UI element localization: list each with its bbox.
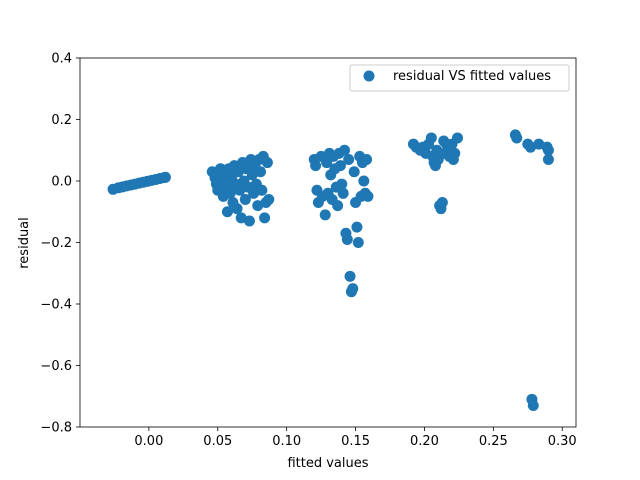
data-point bbox=[511, 132, 523, 144]
y-tick-label: −0.8 bbox=[40, 421, 72, 436]
data-point bbox=[348, 166, 360, 178]
data-point bbox=[542, 144, 554, 156]
data-point bbox=[351, 221, 363, 233]
y-tick-label: 0.0 bbox=[51, 175, 72, 190]
y-tick-label: −0.4 bbox=[40, 298, 72, 313]
data-point bbox=[243, 215, 255, 227]
data-point bbox=[361, 153, 373, 165]
legend: residual VS fitted values bbox=[349, 64, 570, 92]
data-point bbox=[221, 206, 233, 218]
data-point bbox=[452, 132, 464, 144]
legend-marker bbox=[363, 70, 375, 82]
data-point bbox=[319, 209, 331, 221]
data-point bbox=[337, 187, 349, 199]
data-point bbox=[248, 187, 260, 199]
x-tick-label: 0.10 bbox=[272, 434, 301, 449]
data-point bbox=[542, 153, 554, 165]
data-point bbox=[533, 138, 545, 150]
x-tick-label: 0.30 bbox=[548, 434, 577, 449]
x-tick-label: 0.20 bbox=[410, 434, 439, 449]
data-point bbox=[352, 237, 364, 248]
data-point bbox=[527, 399, 539, 411]
data-point bbox=[339, 144, 351, 156]
data-point bbox=[525, 141, 537, 153]
data-point bbox=[239, 193, 251, 205]
data-point bbox=[425, 132, 437, 144]
data-point bbox=[263, 193, 275, 205]
data-point bbox=[254, 166, 266, 178]
data-point bbox=[358, 175, 370, 187]
x-axis-ticks: 0.00 0.05 0.10 0.15 0.20 0.25 0.30 bbox=[134, 427, 577, 449]
data-point bbox=[449, 147, 461, 159]
x-tick-label: 0.00 bbox=[134, 434, 163, 449]
data-point bbox=[343, 153, 355, 165]
data-point bbox=[362, 190, 374, 202]
data-point bbox=[347, 283, 359, 295]
data-point bbox=[159, 171, 171, 183]
data-point bbox=[256, 184, 268, 196]
data-point bbox=[232, 166, 244, 178]
y-tick-label: 0.4 bbox=[51, 52, 72, 67]
data-point bbox=[261, 157, 273, 169]
x-axis-title: fitted values bbox=[287, 456, 368, 471]
x-tick-label: 0.05 bbox=[203, 434, 232, 449]
y-tick-label: −0.2 bbox=[40, 236, 72, 251]
data-point bbox=[334, 160, 346, 172]
y-tick-label: −0.6 bbox=[40, 359, 72, 374]
x-tick-label: 0.15 bbox=[341, 434, 370, 449]
data-point bbox=[341, 233, 353, 245]
y-axis-ticks: 0.4 0.2 0.0 −0.2 −0.4 −0.6 −0.8 bbox=[40, 52, 80, 436]
x-tick-label: 0.25 bbox=[479, 434, 508, 449]
data-point bbox=[336, 178, 348, 190]
data-point bbox=[332, 200, 344, 212]
data-point bbox=[310, 160, 322, 172]
data-point bbox=[252, 200, 264, 212]
legend-label: residual VS fitted values bbox=[393, 69, 551, 84]
data-point bbox=[431, 144, 443, 156]
data-point bbox=[224, 187, 236, 199]
data-points bbox=[107, 129, 554, 411]
data-point bbox=[259, 212, 271, 224]
data-point bbox=[344, 270, 356, 282]
data-point bbox=[246, 169, 258, 181]
y-axis-title: residual bbox=[17, 217, 32, 269]
data-point bbox=[436, 197, 448, 209]
data-point bbox=[234, 184, 246, 196]
legend-frame bbox=[349, 64, 570, 92]
data-point bbox=[231, 203, 243, 215]
y-tick-label: 0.2 bbox=[51, 113, 72, 128]
data-point bbox=[235, 212, 247, 224]
